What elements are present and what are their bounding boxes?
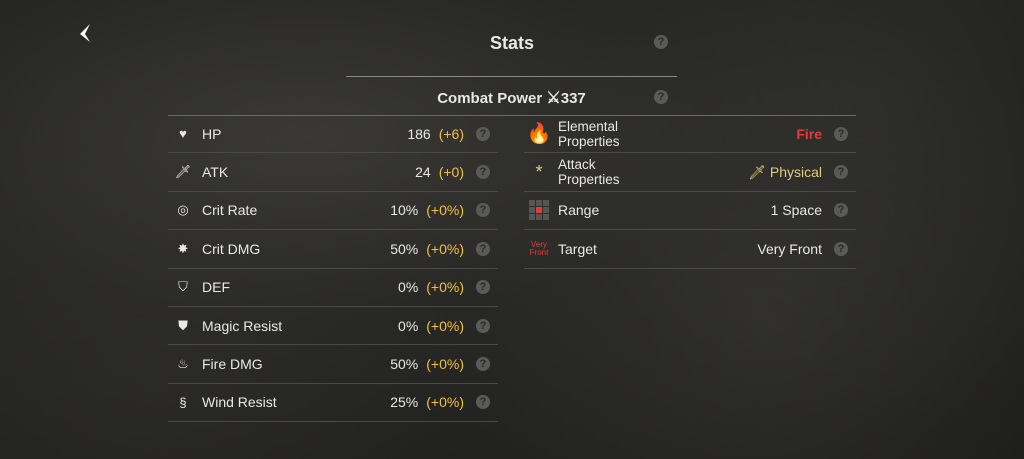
help-icon[interactable]: ? [654,35,668,49]
flame-icon: ♨ [177,356,189,372]
very-front-icon: Very Front [529,239,549,257]
heart-icon: ♥ [179,126,187,142]
help-icon[interactable]: ? [476,318,490,333]
property-row-target: Very Front Target Very Front? [524,230,856,269]
property-row-attack: * Attack Properties 🗡 Physical? [524,153,856,192]
target-icon: ◎ [177,202,189,218]
wind-shield-icon: § [179,394,187,410]
stat-row-wind-resist: § Wind Resist 25% (+0%)? [168,384,498,423]
divider [346,76,677,77]
stat-row-crit-dmg: ✸ Crit DMG 50% (+0%)? [168,230,498,269]
crossed-swords-icon: ⚔ [546,90,561,107]
shield-icon: ⛉ [178,279,188,295]
help-icon[interactable]: ? [476,357,490,372]
stat-row-magic-resist: ⛊ Magic Resist 0% (+0%)? [168,307,498,346]
property-row-range: Range 1 Space? [524,192,856,231]
help-icon[interactable]: ? [476,165,490,180]
stat-row-atk: 🗡 ATK 24 (+0)? [168,153,498,192]
stat-row-fire-dmg: ♨ Fire DMG 50% (+0%)? [168,345,498,384]
sword-icon: 🗡 [748,163,766,180]
back-button[interactable] [76,22,96,44]
help-icon[interactable]: ? [834,165,848,180]
divider [168,115,856,116]
sword-icon: 🗡 [174,164,192,180]
help-icon[interactable]: ? [834,203,848,218]
fire-icon: 🔥 [526,123,552,146]
help-icon[interactable]: ? [834,126,848,141]
stat-row-def: ⛉ DEF 0% (+0%)? [168,269,498,307]
range-grid-icon [524,200,554,221]
help-icon[interactable]: ? [476,203,490,218]
combat-power: Combat Power ⚔337 [437,90,586,107]
help-icon[interactable]: ? [654,90,668,104]
property-row-elemental: 🔥 Elemental Properties Fire? [524,115,856,154]
help-icon[interactable]: ? [476,241,490,256]
stat-row-hp: ♥ HP 186 (+6)? [168,115,498,154]
help-icon[interactable]: ? [476,395,490,410]
stat-row-crit-rate: ◎ Crit Rate 10% (+0%)? [168,192,498,231]
properties-list: 🔥 Elemental Properties Fire? * Attack Propert… [524,115,856,269]
help-icon[interactable]: ? [476,126,490,141]
magic-shield-icon: ⛊ [178,317,188,333]
help-icon[interactable]: ? [834,241,848,256]
help-icon[interactable]: ? [476,280,490,295]
page-title: Stats [489,33,534,53]
burst-icon: ✸ [177,240,189,256]
stats-list: ♥ HP 186 (+6)? 🗡 ATK 24 (+0)? ◎ Crit Rate 10% (+0… [168,115,498,423]
asterisk-icon: * [535,161,543,182]
